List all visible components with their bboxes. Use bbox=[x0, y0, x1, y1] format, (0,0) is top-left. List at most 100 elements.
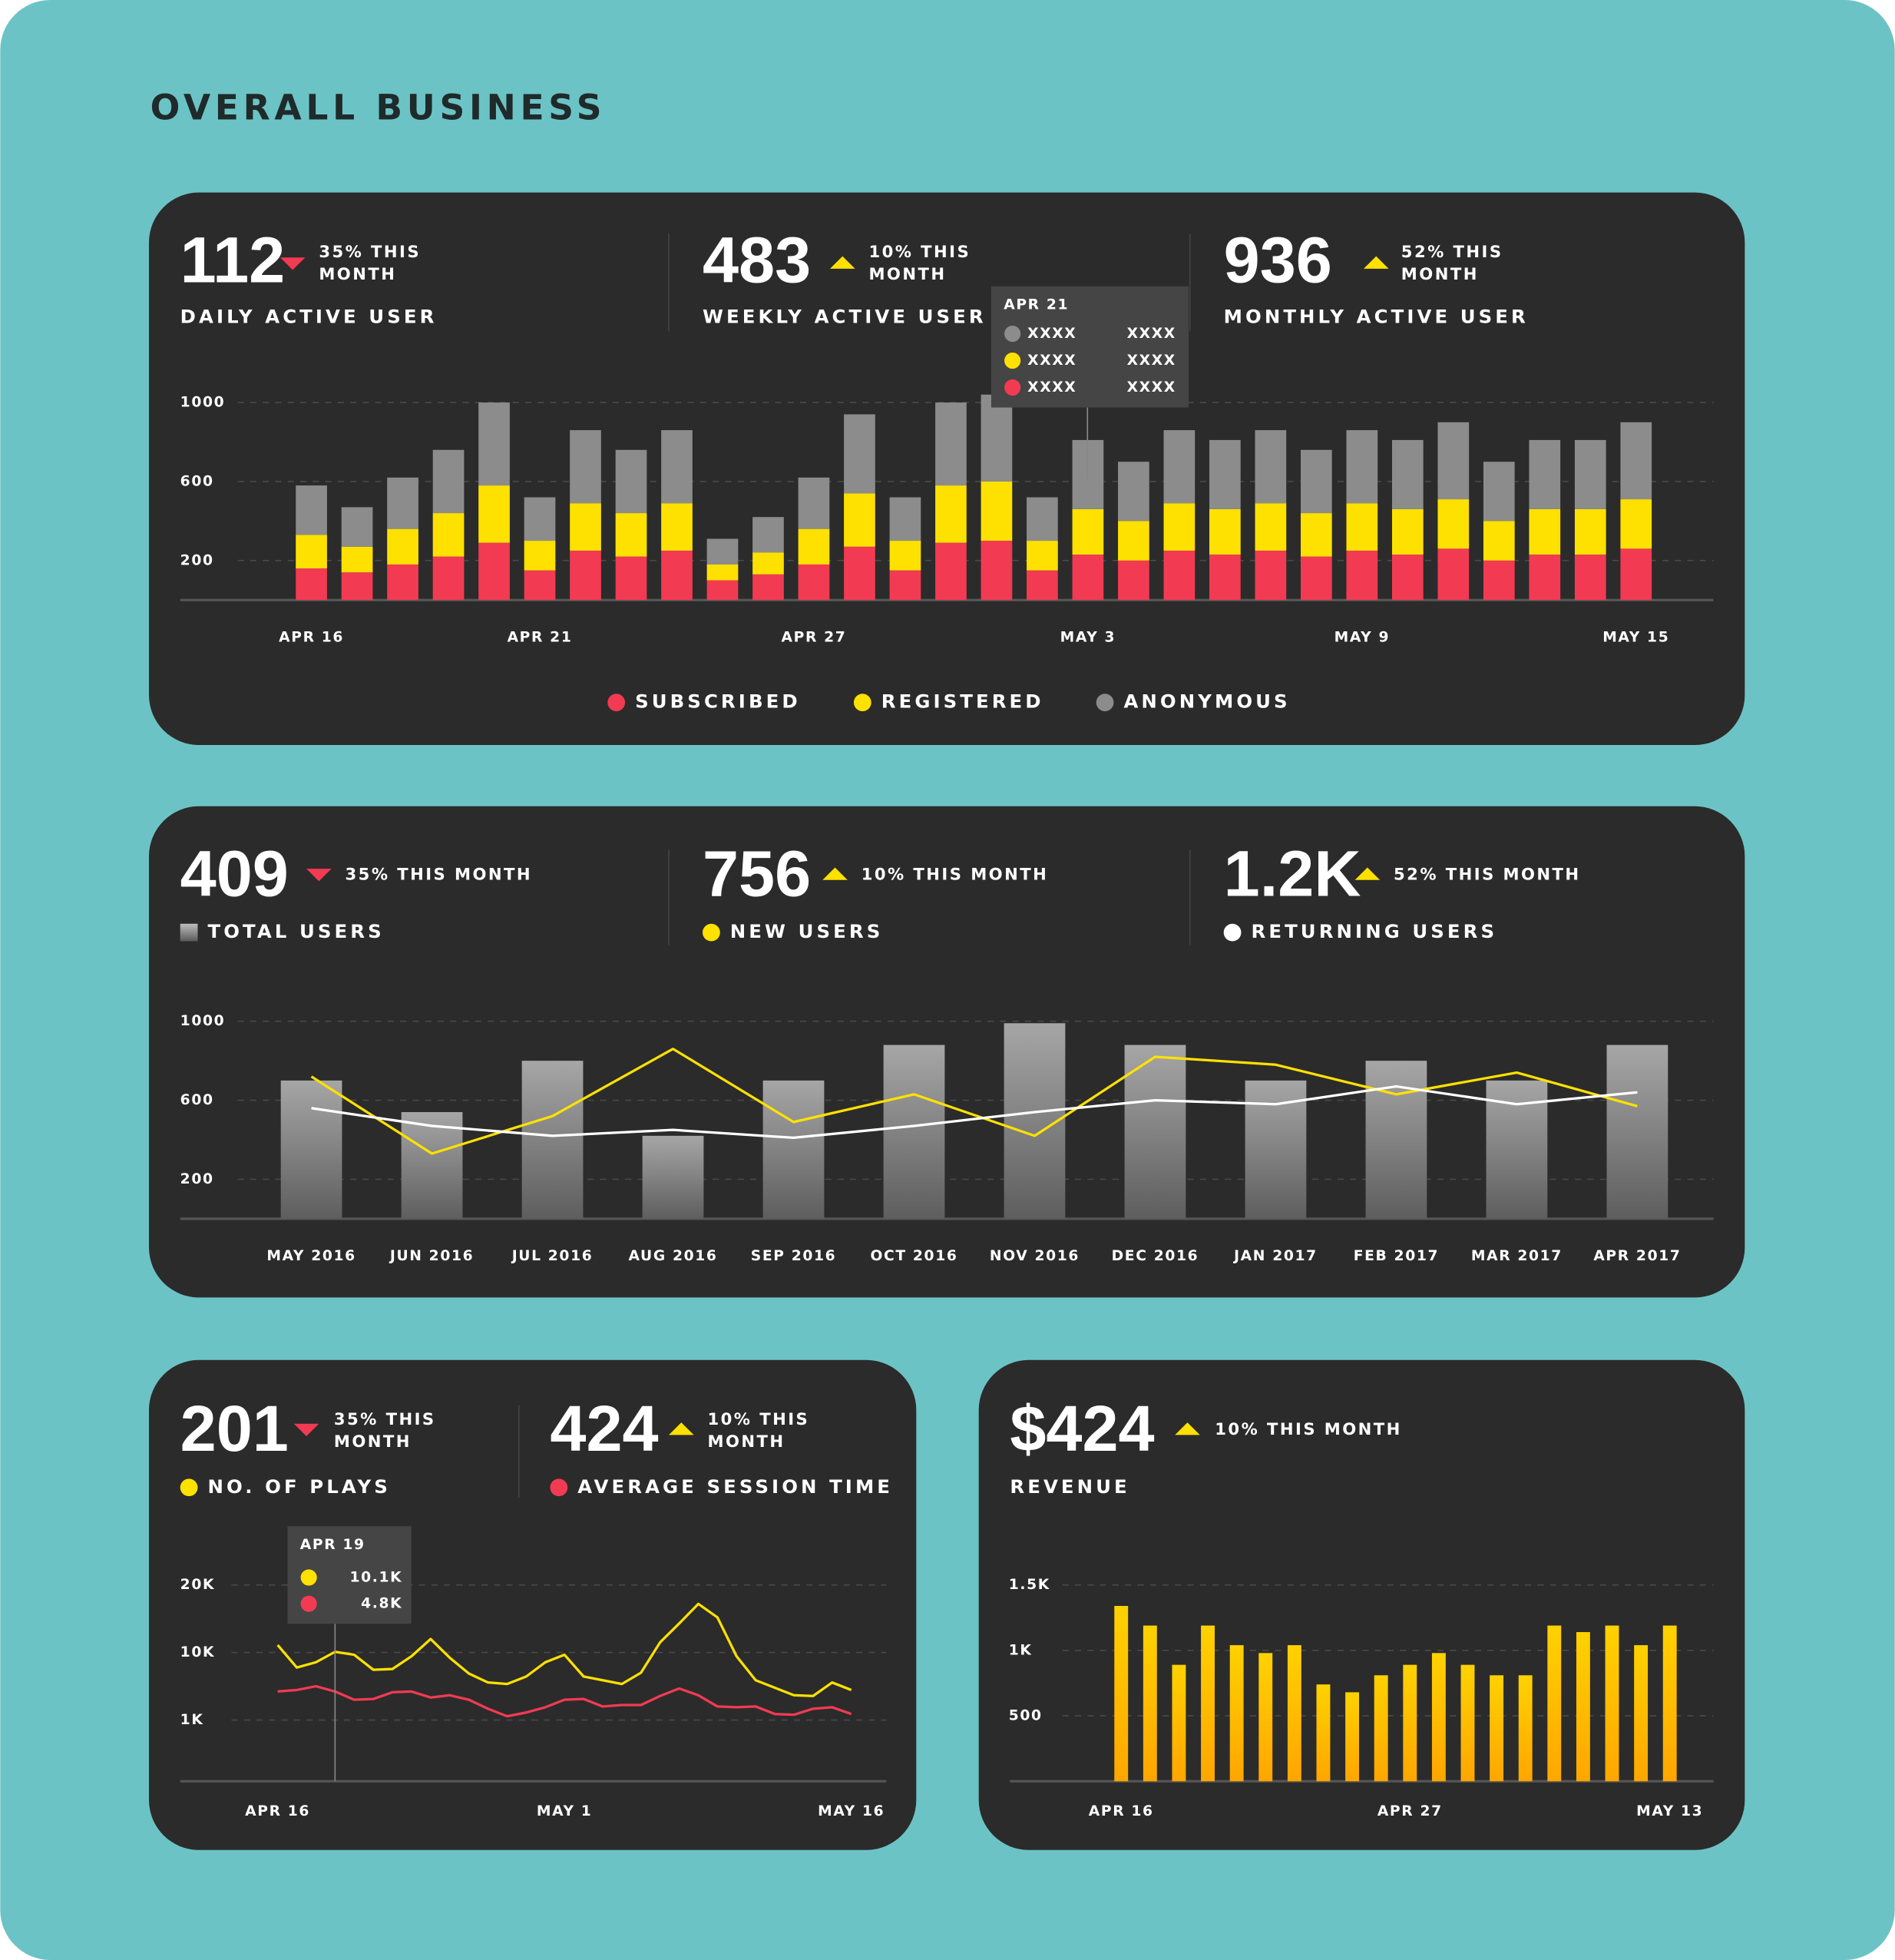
tooltip-dot bbox=[1004, 352, 1021, 369]
kpi-change: 10% THIS bbox=[868, 242, 971, 261]
kpi-change: 10% THIS bbox=[708, 1409, 810, 1429]
tooltip-text: XXXX bbox=[1027, 353, 1076, 369]
bar-segment bbox=[1529, 555, 1561, 601]
bar bbox=[1316, 1684, 1331, 1782]
bar-segment bbox=[661, 550, 693, 601]
trend-arrow bbox=[822, 867, 848, 880]
bar bbox=[1114, 1605, 1129, 1782]
bar-segment bbox=[752, 552, 784, 574]
bar-segment bbox=[798, 477, 830, 529]
bar-segment bbox=[706, 564, 739, 581]
bar bbox=[1345, 1692, 1360, 1782]
bar-segment bbox=[706, 538, 739, 564]
bar-segment bbox=[706, 580, 739, 601]
x-tick-label: MAY 16 bbox=[818, 1803, 885, 1819]
legend-icon bbox=[1223, 923, 1242, 942]
x-tick-label: APR 16 bbox=[1089, 1803, 1154, 1819]
bar-segment bbox=[889, 570, 921, 601]
panel bbox=[148, 1359, 917, 1850]
y-tick-label: 500 bbox=[1009, 1708, 1043, 1724]
bar-segment bbox=[844, 546, 875, 601]
legend-label: REGISTERED bbox=[881, 690, 1044, 713]
tooltip-text: 10.1K bbox=[349, 1569, 402, 1585]
bar-segment bbox=[1255, 430, 1287, 504]
x-tick-label: MAY 13 bbox=[1636, 1803, 1703, 1819]
tooltip-title: APR 19 bbox=[300, 1537, 365, 1553]
bar-segment bbox=[1483, 521, 1515, 561]
bar-segment bbox=[1118, 462, 1149, 521]
kpi-value: 1.2K bbox=[1224, 837, 1361, 910]
kpi-value: 201 bbox=[180, 1392, 289, 1465]
kpi-label: NEW USERS bbox=[730, 920, 884, 942]
trend-arrow bbox=[306, 869, 332, 882]
bar-segment bbox=[1391, 439, 1424, 509]
bar-segment bbox=[1483, 462, 1515, 521]
trend-arrow bbox=[1175, 1422, 1200, 1435]
bar-segment bbox=[752, 574, 784, 601]
x-tick-label: APR 2017 bbox=[1593, 1248, 1681, 1264]
bar-segment bbox=[935, 542, 967, 601]
bar-segment bbox=[387, 477, 418, 529]
bar-segment bbox=[296, 535, 327, 569]
bar bbox=[521, 1061, 584, 1219]
x-tick-label: SEP 2016 bbox=[751, 1248, 837, 1264]
bar-segment bbox=[798, 564, 830, 601]
bar-segment bbox=[1529, 508, 1561, 555]
line bbox=[310, 1048, 1638, 1155]
trend-arrow bbox=[1354, 867, 1381, 880]
kpi-value: $424 bbox=[1010, 1392, 1154, 1465]
bar-segment bbox=[661, 503, 693, 551]
legend-label: SUBSCRIBED bbox=[635, 690, 801, 713]
bar-segment bbox=[570, 503, 601, 551]
bar bbox=[1662, 1625, 1677, 1782]
x-tick-label: JUL 2016 bbox=[511, 1248, 594, 1264]
kpi-change: 52% THIS bbox=[1401, 242, 1503, 261]
y-tick-label: 1K bbox=[1009, 1642, 1033, 1658]
bar-segment bbox=[1346, 503, 1378, 551]
kpi-value: 756 bbox=[703, 837, 811, 910]
bar-segment bbox=[1391, 508, 1424, 555]
bar-segment bbox=[1437, 422, 1470, 500]
kpi-change: 10% THIS MONTH bbox=[1215, 1419, 1402, 1439]
trend-arrow bbox=[1363, 256, 1389, 269]
bar-segment bbox=[478, 542, 510, 601]
trend-arrow bbox=[669, 1422, 694, 1435]
legend-icon bbox=[180, 1478, 198, 1497]
tooltip-text: XXXX bbox=[1027, 379, 1076, 396]
bar-segment bbox=[1163, 550, 1196, 601]
bar bbox=[1201, 1625, 1215, 1782]
x-tick-label: APR 27 bbox=[782, 630, 847, 646]
tooltip-dot bbox=[1004, 379, 1021, 396]
bar-segment bbox=[935, 402, 967, 486]
bar bbox=[1576, 1632, 1590, 1782]
trend-arrow bbox=[279, 257, 306, 270]
bar bbox=[1606, 1045, 1668, 1219]
bar-segment bbox=[1072, 555, 1104, 601]
tooltip-text: 4.8K bbox=[361, 1596, 402, 1612]
bar-segment bbox=[935, 485, 967, 543]
bar-segment bbox=[478, 485, 510, 543]
tooltip-text: XXXX bbox=[1027, 326, 1076, 342]
y-tick-label: 600 bbox=[180, 1092, 214, 1108]
bar bbox=[280, 1080, 342, 1219]
bar-segment bbox=[296, 568, 327, 601]
x-tick-label: APR 16 bbox=[245, 1803, 310, 1819]
bar bbox=[1431, 1653, 1446, 1782]
kpi-label: DAILY ACTIVE USER bbox=[180, 305, 438, 327]
bar-segment bbox=[1209, 439, 1241, 509]
bar-segment bbox=[1255, 503, 1287, 551]
kpi-label: AVERAGE SESSION TIME bbox=[577, 1475, 893, 1498]
bar-segment bbox=[615, 449, 647, 514]
bar bbox=[1460, 1664, 1475, 1782]
kpi-label: RETURNING USERS bbox=[1251, 920, 1497, 942]
kpi-label: NO. OF PLAYS bbox=[207, 1475, 390, 1498]
y-tick-label: 1.5K bbox=[1009, 1577, 1050, 1593]
x-tick-label: APR 27 bbox=[1377, 1803, 1443, 1819]
bar-segment bbox=[341, 507, 373, 547]
bar bbox=[401, 1111, 463, 1219]
bar bbox=[1229, 1645, 1244, 1782]
kpi-change: MONTH bbox=[708, 1432, 785, 1451]
x-tick-label: APR 21 bbox=[508, 630, 573, 646]
line bbox=[276, 1602, 852, 1697]
x-tick-label: AUG 2016 bbox=[629, 1248, 718, 1264]
